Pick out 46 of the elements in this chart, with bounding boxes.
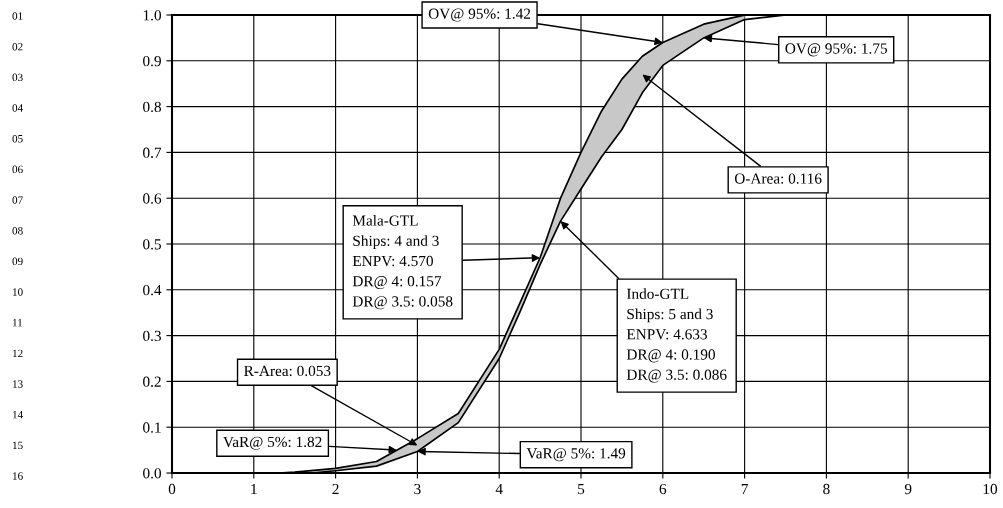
text: 02 [12, 42, 23, 51]
x-tick-label: 0 [168, 483, 176, 495]
y-tick-label: 0.4 [143, 284, 162, 296]
text: 15 [13, 441, 23, 450]
x-tick-label: 2 [332, 483, 339, 495]
x-tick-label: 4 [495, 483, 503, 495]
y-tick-label: 0.8 [143, 101, 161, 113]
text: 12 [13, 349, 23, 358]
y-tick-label: 0.3 [143, 330, 161, 342]
text: 13 [13, 380, 23, 388]
x-tick-label: 5 [578, 484, 585, 495]
x-tick-label: 7 [741, 484, 748, 495]
text: 04 [12, 104, 23, 112]
text: 05 [12, 134, 23, 143]
x-tick-label: 1 [251, 483, 257, 495]
annotation: Indo-GTL Ships: 5 and 3 ENPV: 4.633 DR@ 4: 0.190 DR@ 3.5: 0.086 [626, 288, 727, 383]
y-tick-label: 0.6 [143, 193, 162, 204]
text: 10 [13, 288, 23, 296]
x-tick-label: 3 [414, 483, 421, 495]
y-tick-label: 0.9 [143, 55, 161, 67]
y-tick-label: 0.0 [143, 468, 161, 479]
y-tick-label: 0.2 [143, 376, 161, 387]
x-tick-label: 9 [904, 483, 912, 495]
text: 16 [13, 472, 23, 480]
text: 01 [12, 12, 23, 20]
x-tick-label: 8 [823, 483, 830, 495]
x-tick-label: 6 [659, 483, 667, 495]
text: 07 [12, 196, 23, 204]
annotation: R-Area: 0.053 [244, 365, 331, 377]
annotation: VaR@ 5%: 1.82 [223, 436, 322, 450]
text: 08 [12, 226, 23, 235]
text: 11 [13, 319, 23, 327]
annotation: O-Area: 0.116 [734, 173, 822, 184]
y-tick-label: 0.1 [143, 422, 161, 433]
x-tick-label: 10 [983, 483, 998, 495]
annotation: OV@ 95%: 1.42 [428, 8, 531, 22]
y-tick-label: 1.0 [143, 10, 161, 21]
text: 03 [12, 73, 23, 82]
annotation: VaR@ 5%: 1.49 [526, 448, 626, 462]
annotation: Mala-GTL Ships: 4 and 3 ENPV: 4.570 DR@ 4: 0.157 DR@ 3.5: 0.058 [352, 214, 453, 310]
text: 14 [13, 411, 23, 419]
y-tick-label: 0.7 [143, 147, 162, 158]
text: 06 [12, 165, 23, 174]
annotation: OV@ 95%: 1.75 [785, 43, 887, 57]
text: 09 [12, 257, 23, 266]
y-tick-label: 0.5 [143, 239, 161, 250]
